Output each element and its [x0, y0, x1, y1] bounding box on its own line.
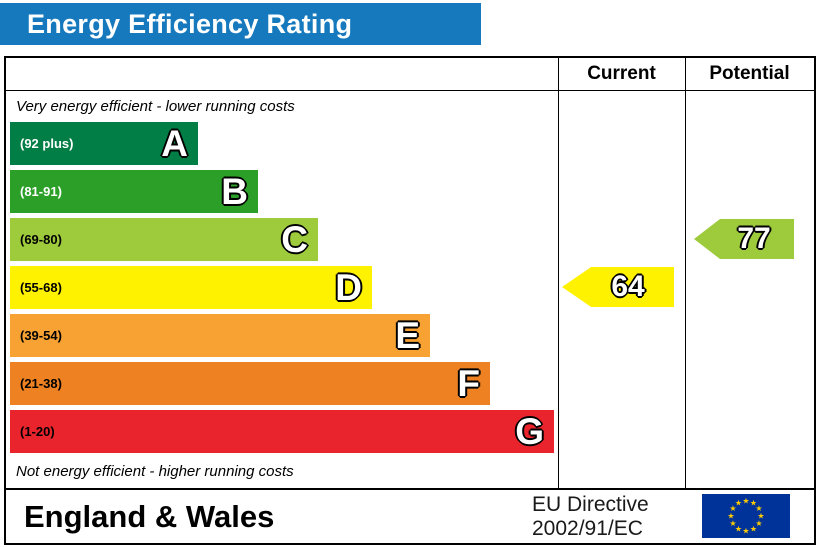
svg-text:★: ★	[729, 519, 736, 528]
footer-bar: England & Wales EU Directive 2002/91/EC …	[4, 488, 816, 545]
band-bar-a: (92 plus) A	[10, 121, 198, 165]
column-divider-current	[558, 58, 559, 488]
band-letter: B	[221, 170, 248, 212]
eu-flag-rect	[702, 494, 790, 538]
bottom-note: Not energy efficient - higher running co…	[16, 463, 294, 480]
svg-text:★: ★	[729, 504, 736, 513]
eu-flag-svg: ★ ★★★★★★★★★★★	[702, 494, 790, 538]
band-range-label: (1-20)	[20, 423, 55, 439]
table-header-row: Current Potential	[6, 58, 814, 91]
eu-directive-line1: EU Directive	[532, 493, 649, 516]
band-bar-f: (21-38) F	[10, 361, 490, 405]
eu-flag-icon: ★ ★ ★ ★ ★ ★ ★ ★ ★ ★ ★ ★	[702, 494, 790, 538]
svg-text:★: ★	[755, 504, 762, 513]
band-letter: A	[161, 122, 188, 164]
band-bar-c: (69-80) C	[10, 217, 318, 261]
band-bar-b: (81-91) B	[10, 169, 258, 213]
band-range-label: (39-54)	[20, 327, 62, 343]
band-letter: F	[457, 362, 480, 404]
top-note: Very energy efficient - lower running co…	[16, 98, 295, 115]
chart-area: Very energy efficient - lower running co…	[6, 91, 558, 483]
current-rating-value: 64	[611, 270, 645, 303]
eu-directive-label: EU Directive 2002/91/EC	[532, 493, 649, 541]
svg-text:★: ★	[750, 499, 757, 508]
band-range-label: (69-80)	[20, 231, 62, 247]
band-row-e: (39-54) E	[10, 311, 558, 359]
band-letter: D	[335, 266, 362, 308]
title-bar: Energy Efficiency Rating	[0, 3, 481, 45]
band-letter: C	[281, 218, 308, 260]
eu-directive-line2: 2002/91/EC	[532, 517, 643, 540]
column-divider-potential	[685, 58, 686, 488]
band-range-label: (21-38)	[20, 375, 62, 391]
band-row-c: (69-80) C	[10, 215, 558, 263]
band-bar-g: (1-20) G	[10, 409, 554, 453]
band-range-label: (92 plus)	[20, 135, 74, 151]
svg-text:★: ★	[742, 497, 749, 506]
svg-text:★: ★	[735, 525, 742, 534]
rating-table: Current Potential Very energy efficient …	[4, 56, 816, 490]
band-row-g: (1-20) G	[10, 407, 558, 455]
svg-text:★: ★	[727, 512, 734, 521]
rating-bands: (92 plus) A (81-91) B (69-80) C	[6, 119, 558, 455]
potential-rating-value: 77	[737, 222, 771, 255]
svg-text:★: ★	[757, 512, 764, 521]
band-range-label: (55-68)	[20, 279, 62, 295]
column-header-potential: Potential	[709, 63, 790, 84]
band-row-a: (92 plus) A	[10, 119, 558, 167]
band-bar-e: (39-54) E	[10, 313, 430, 357]
svg-text:★: ★	[742, 527, 749, 536]
band-letter: E	[395, 314, 420, 356]
svg-text:★: ★	[755, 519, 762, 528]
current-arrow: 64	[562, 267, 674, 307]
svg-text:★: ★	[750, 525, 757, 534]
page-title: Energy Efficiency Rating	[27, 8, 353, 39]
svg-text:★: ★	[735, 499, 742, 508]
band-row-b: (81-91) B	[10, 167, 558, 215]
column-header-current: Current	[587, 63, 656, 84]
band-row-d: (55-68) D	[10, 263, 558, 311]
band-letter: G	[515, 410, 544, 452]
region-label: England & Wales	[24, 498, 275, 534]
potential-arrow: 77	[694, 219, 794, 259]
band-row-f: (21-38) F	[10, 359, 558, 407]
band-bar-d: (55-68) D	[10, 265, 372, 309]
band-range-label: (81-91)	[20, 183, 62, 199]
